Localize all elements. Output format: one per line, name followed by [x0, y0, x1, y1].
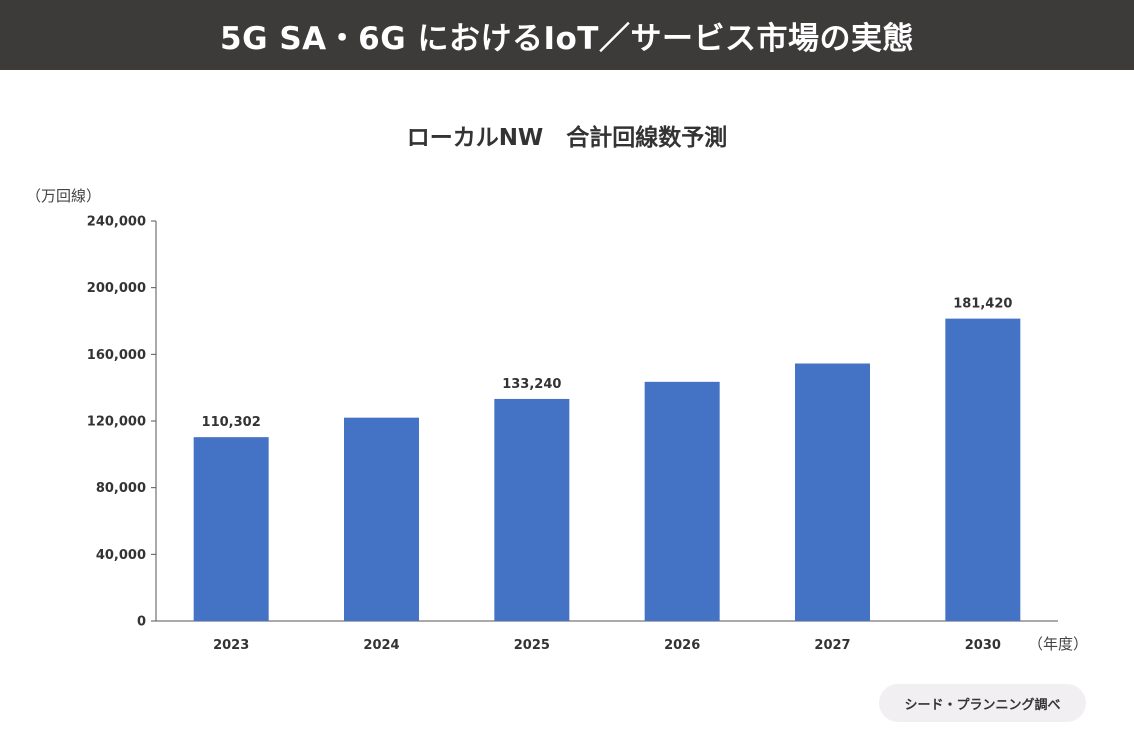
y-tick-label: 80,000 [96, 481, 146, 496]
x-tick-label: 2027 [814, 638, 850, 653]
y-tick-label: 240,000 [87, 215, 146, 230]
x-tick-label: 2023 [213, 638, 249, 653]
y-tick-label: 200,000 [87, 281, 146, 296]
x-tick-label: 2026 [664, 638, 700, 653]
bar [344, 417, 419, 621]
bar [494, 398, 570, 621]
bar-value-label: 110,302 [202, 415, 261, 430]
y-tick-label: 0 [137, 615, 146, 630]
bar-value-label: 133,240 [502, 377, 561, 392]
bar [193, 437, 269, 621]
x-tick-label: 2025 [514, 638, 550, 653]
bar [644, 381, 720, 621]
chart-title: ローカルNW 合計回線数予測 [406, 125, 728, 151]
x-tick-label: 2024 [363, 638, 399, 653]
source-badge: シード・プランニング調べ [879, 684, 1086, 722]
bar-value-label: 181,420 [953, 297, 1012, 312]
y-axis: 0 40,000 80,000 120,000 160,000 200,000 240,00… [87, 215, 157, 630]
bar [795, 363, 870, 621]
y-axis-unit-label: （万回線） [26, 187, 102, 205]
x-tick-label: 2030 [965, 638, 1001, 653]
header-banner: 5G SA・6G におけるIoT／サービス市場の実態 [0, 0, 1134, 70]
bar [945, 318, 1021, 621]
y-tick-label: 40,000 [96, 548, 146, 563]
source-label: シード・プランニング調べ [904, 697, 1061, 713]
y-tick-label: 120,000 [87, 415, 146, 430]
header-title: 5G SA・6G におけるIoT／サービス市場の実態 [220, 20, 914, 57]
x-axis-unit-label: （年度） [1028, 635, 1089, 653]
x-axis: 2023 2024 2025 2026 2027 2030 [156, 620, 1058, 653]
bars [193, 318, 1021, 621]
y-tick-label: 160,000 [87, 348, 146, 363]
data-labels: 110,302 133,240 181,420 [202, 297, 1013, 431]
